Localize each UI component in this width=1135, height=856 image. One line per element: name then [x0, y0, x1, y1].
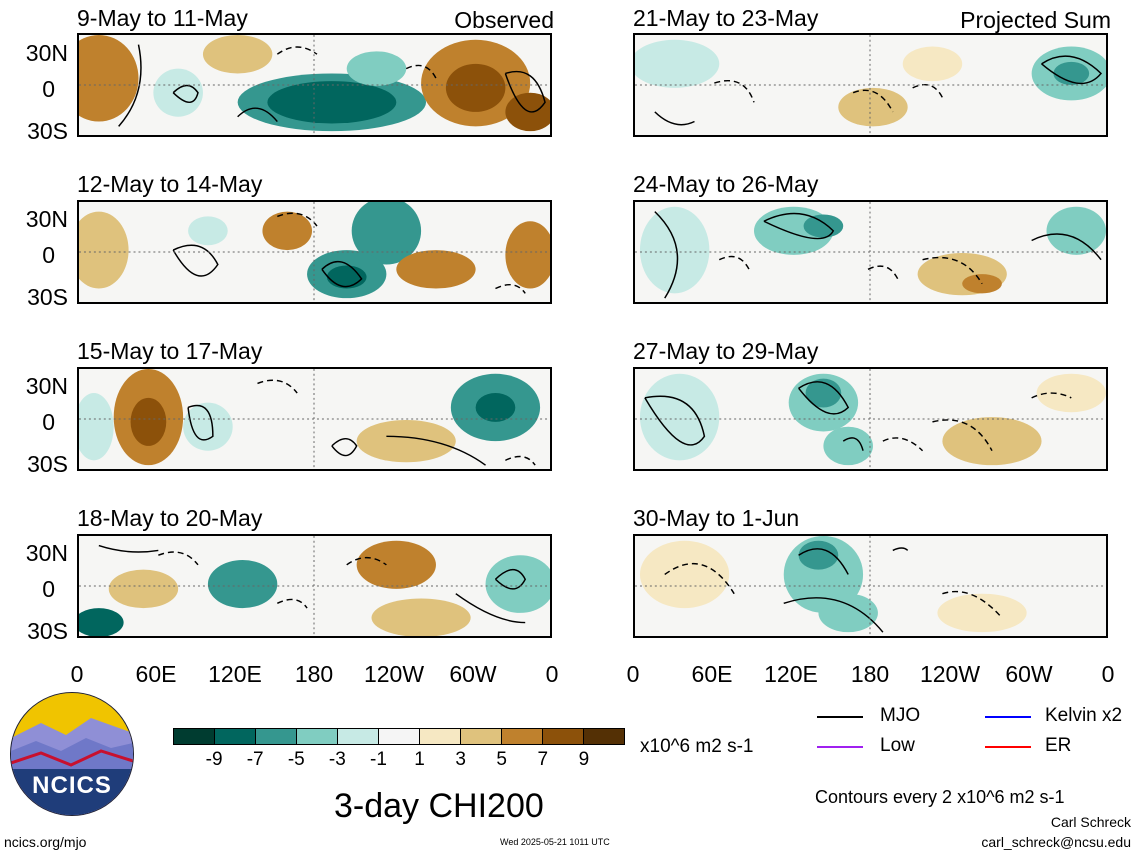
colorbar — [173, 728, 625, 745]
colorbar-swatch — [338, 729, 379, 744]
lat-label-30s: 30S — [27, 618, 68, 644]
panel-title-proj-3: 27-May to 29-May — [633, 338, 819, 364]
lon-label: 120W — [363, 661, 425, 687]
lon-label: 60W — [449, 661, 497, 687]
map-panel-projected-3 — [633, 367, 1108, 471]
lat-label-30s: 30S — [27, 118, 68, 144]
lon-label: 180 — [294, 661, 334, 687]
lat-label-eq: 0 — [42, 576, 55, 602]
panel-title-proj-2: 24-May to 26-May — [633, 171, 819, 197]
colorbar-tick-label: 3 — [455, 749, 466, 770]
colorbar-swatch — [379, 729, 420, 744]
lon-label: 0 — [1101, 661, 1115, 687]
legend-kelvin-label: Kelvin x2 — [1045, 705, 1123, 726]
colorbar-tick-label: 9 — [578, 749, 590, 770]
colorbar-tick-label: -1 — [370, 749, 387, 770]
panel-title-obs-1: 9-May to 11-May — [77, 5, 248, 31]
lon-label: 120E — [764, 661, 818, 687]
lat-label-eq: 0 — [42, 76, 55, 102]
lon-label: 60E — [135, 661, 177, 687]
colorbar-tick-label: -7 — [246, 749, 264, 770]
lat-label-30n: 30N — [25, 540, 68, 566]
colorbar-swatch — [215, 729, 256, 744]
panel-title-obs-4: 18-May to 20-May — [77, 505, 263, 531]
colorbar-tick-label: -3 — [328, 749, 346, 770]
legend-er-line — [985, 746, 1031, 748]
lon-label: 60W — [1005, 661, 1053, 687]
map-panel-observed-3 — [77, 367, 552, 471]
lon-label: 0 — [626, 661, 640, 687]
author-name: Carl Schreck — [1050, 814, 1131, 830]
lon-label: 180 — [850, 661, 890, 687]
colorbar-tick-label: -9 — [205, 749, 223, 770]
projected-sum-label: Projected Sum — [960, 7, 1111, 33]
map-panel-projected-4 — [633, 534, 1108, 638]
legend-kelvin-line — [985, 716, 1031, 718]
observed-label: Observed — [454, 7, 554, 33]
colorbar-swatch — [420, 729, 461, 744]
colorbar-swatch — [297, 729, 338, 744]
colorbar-tick-label: 1 — [414, 749, 425, 770]
legend-mjo-line — [817, 716, 863, 718]
timestamp: Wed 2025-05-21 1011 UTC — [500, 837, 610, 847]
lat-label-30n: 30N — [25, 206, 68, 232]
legend-er-label: ER — [1045, 735, 1072, 756]
map-panel-projected-2 — [633, 200, 1108, 304]
legend-mjo-label: MJO — [880, 705, 921, 726]
lon-label: 120W — [919, 661, 981, 687]
colorbar-tick-label: -5 — [287, 749, 305, 770]
site-link[interactable]: ncics.org/mjo — [4, 834, 87, 850]
lat-label-30s: 30S — [27, 284, 68, 310]
map-panel-observed-1 — [77, 33, 552, 137]
colorbar-swatch — [584, 729, 624, 744]
author-email[interactable]: carl_schreck@ncsu.edu — [981, 834, 1131, 850]
ncics-logo-text: NCICS — [32, 772, 112, 799]
colorbar-tick-label: 7 — [537, 749, 549, 770]
colorbar-swatch — [174, 729, 215, 744]
colorbar-swatch — [461, 729, 502, 744]
map-panel-observed-4 — [77, 534, 552, 638]
lat-label-eq: 0 — [42, 409, 55, 435]
legend-low-line — [817, 746, 863, 748]
panel-title-proj-4: 30-May to 1-Jun — [633, 505, 800, 531]
lon-label: 120E — [208, 661, 262, 687]
lon-label: 0 — [70, 661, 84, 687]
lat-label-30n: 30N — [25, 40, 68, 66]
panel-title-obs-3: 15-May to 17-May — [77, 338, 263, 364]
panel-title-proj-1: 21-May to 23-May — [633, 5, 819, 31]
main-title: 3-day CHI200 — [334, 787, 544, 825]
colorbar-swatch — [502, 729, 543, 744]
lat-label-30s: 30S — [27, 451, 68, 477]
panel-title-obs-2: 12-May to 14-May — [77, 171, 263, 197]
lat-label-eq: 0 — [42, 242, 55, 268]
map-panel-observed-2 — [77, 200, 552, 304]
lon-label: 60E — [691, 661, 733, 687]
lon-label: 0 — [545, 661, 559, 687]
lat-label-30n: 30N — [25, 373, 68, 399]
ncics-logo[interactable]: NCICS — [10, 692, 134, 816]
colorbar-units: x10^6 m2 s-1 — [640, 736, 754, 757]
map-panel-projected-1 — [633, 33, 1108, 137]
colorbar-tick-label: 5 — [496, 749, 508, 770]
contours-note: Contours every 2 x10^6 m2 s-1 — [815, 787, 1065, 807]
colorbar-swatch — [543, 729, 584, 744]
colorbar-swatch — [256, 729, 297, 744]
legend-low-label: Low — [880, 735, 915, 756]
